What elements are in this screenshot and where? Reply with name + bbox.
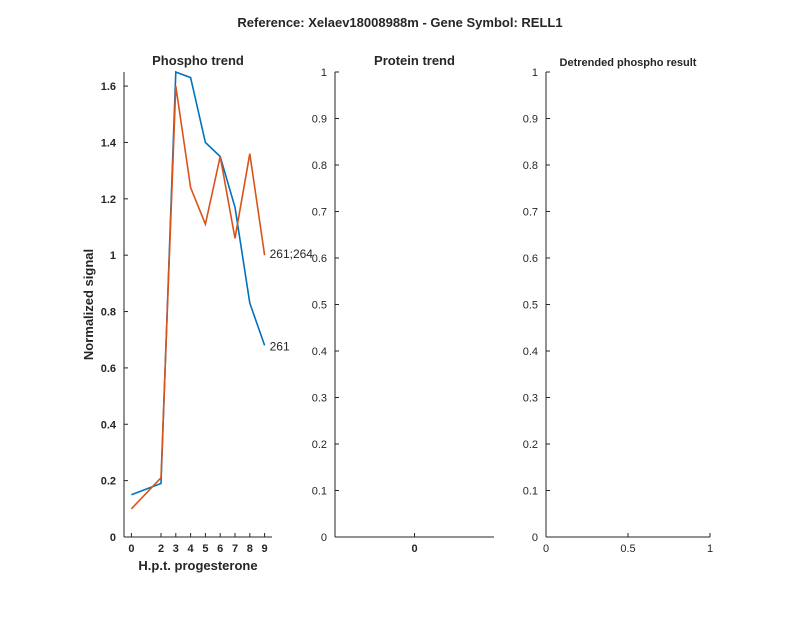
y-tick-label: 0.8	[101, 307, 116, 319]
x-tick-label: 8	[247, 543, 253, 555]
y-tick-label: 0	[321, 532, 327, 544]
series-label: 261;264	[270, 247, 314, 261]
y-tick-label: 0.2	[523, 439, 538, 451]
y-tick-label: 1.2	[101, 194, 116, 206]
y-tick-label: 0.3	[312, 393, 327, 405]
y-tick-label: 0.8	[523, 160, 538, 172]
series-label: 261	[270, 339, 290, 353]
series-line-261	[131, 70, 266, 496]
y-tick-label: 1.4	[101, 137, 117, 149]
y-tick-label: 0.6	[312, 253, 327, 265]
x-tick-label: 0	[543, 543, 549, 555]
y-tick-label: 1.6	[101, 81, 116, 93]
y-tick-label: 0.1	[312, 486, 327, 498]
y-tick-label: 0	[110, 532, 116, 544]
y-tick-label: 0	[532, 532, 538, 544]
y-tick-label: 0.9	[523, 114, 538, 126]
y-tick-label: 0.5	[312, 300, 327, 312]
x-tick-label: 7	[232, 543, 238, 555]
y-tick-label: 0.2	[101, 476, 116, 488]
panel-title: Detrended phospho result	[560, 57, 697, 69]
panel-1: Phospho trend 0 0.2 0.4 0.6 0.8 1 1.2 1.4 1.6 0 2 3 4…	[81, 53, 313, 573]
y-axis-title: Normalized signal	[81, 249, 96, 360]
y-tick-label: 0.6	[101, 363, 116, 375]
panel-2: Protein trend 0 0.1 0.2 0.3 0.4 0.5 0.6 0.7 0.8 0.…	[312, 53, 494, 555]
y-tick-label: 0.6	[523, 253, 538, 265]
x-axis-title: H.p.t. progesterone	[138, 558, 257, 573]
panel-3: Detrended phospho result 0 0.1 0.2 0.3 0.4 0.5…	[523, 57, 713, 555]
y-tick-label: 0.5	[523, 300, 538, 312]
y-tick-label: 1	[532, 67, 538, 79]
x-tick-label: 0	[411, 543, 417, 555]
y-tick-label: 0.8	[312, 160, 327, 172]
y-tick-label: 0.4	[101, 419, 117, 431]
y-tick-label: 0.7	[523, 207, 538, 219]
x-tick-label: 1	[707, 543, 713, 555]
x-tick-label: 9	[262, 543, 268, 555]
y-tick-label: 1	[110, 250, 116, 262]
x-tick-label: 0.5	[620, 543, 635, 555]
y-tick-label: 0.4	[523, 346, 538, 358]
series-line-261-264	[130, 85, 266, 510]
y-tick-label: 0.1	[523, 486, 538, 498]
figure-title: Reference: Xelaev18008988m - Gene Symbol…	[237, 15, 562, 30]
x-tick-label: 5	[202, 543, 208, 555]
panel-title: Protein trend	[374, 53, 455, 68]
x-tick-label: 6	[217, 543, 223, 555]
y-tick-label: 0.9	[312, 114, 327, 126]
y-tick-label: 0.2	[312, 439, 327, 451]
y-tick-label: 0.3	[523, 393, 538, 405]
x-tick-label: 2	[158, 543, 164, 555]
panel-title: Phospho trend	[152, 53, 244, 68]
x-tick-label: 3	[173, 543, 179, 555]
x-tick-label: 0	[128, 543, 134, 555]
x-tick-label: 4	[188, 543, 195, 555]
y-tick-label: 1	[321, 67, 327, 79]
y-tick-label: 0.7	[312, 207, 327, 219]
y-tick-label: 0.4	[312, 346, 327, 358]
